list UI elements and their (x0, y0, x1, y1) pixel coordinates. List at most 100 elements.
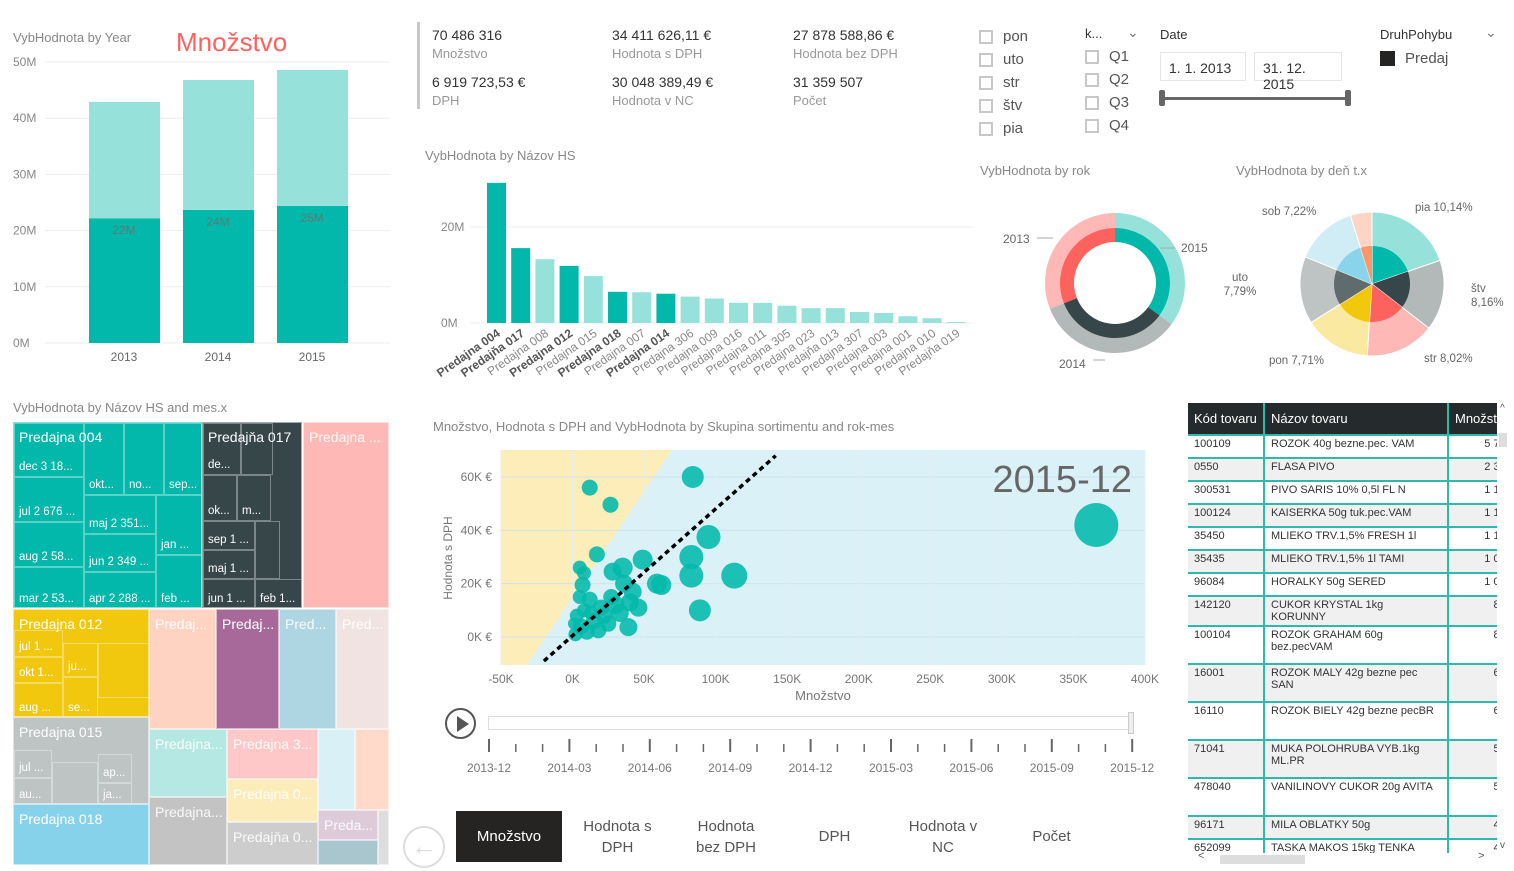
treemap-subtile[interactable] (255, 521, 280, 579)
timeline-label[interactable]: 2015-03 (869, 761, 913, 775)
treemap-tile[interactable]: Predajna... (149, 729, 227, 797)
donut-inner-slice[interactable] (1063, 298, 1160, 338)
pie-inner-slice[interactable] (1339, 284, 1372, 322)
treemap-tile[interactable]: Predajna 3... (227, 729, 318, 779)
treemap-subtile[interactable]: aug 2 58... (14, 522, 84, 567)
bar[interactable] (898, 316, 918, 323)
bar[interactable] (583, 275, 603, 323)
bubble[interactable] (567, 617, 580, 630)
checkbox[interactable] (1085, 96, 1099, 111)
checkbox[interactable] (979, 76, 993, 91)
day-slicer-item[interactable]: str (979, 74, 1020, 91)
treemap-subtile[interactable]: jul 2 676 ... (14, 477, 84, 522)
treemap-tile[interactable]: jul 1 ... ju... okt 1... aug ... se... Predaj… (13, 609, 149, 717)
bar[interactable] (608, 291, 627, 323)
bubble[interactable] (602, 496, 619, 513)
treemap-subtile[interactable]: aug ... (14, 683, 63, 716)
bar[interactable] (946, 322, 966, 323)
bubble[interactable] (696, 524, 721, 549)
treemap-subtile[interactable]: jul ... (14, 750, 52, 778)
bar[interactable] (511, 248, 531, 323)
timeline-label[interactable]: 2014-06 (628, 761, 672, 775)
treemap-subtile[interactable]: dec 3 18... (14, 423, 84, 477)
table-vertical-scrollbar[interactable]: ^ v (1497, 403, 1508, 853)
treemap-subtile[interactable]: ja... (98, 783, 132, 803)
treemap-tile[interactable]: Predajna ... (303, 422, 389, 608)
day-slicer-item[interactable]: uto (979, 51, 1024, 68)
pie-inner-slice[interactable] (1334, 269, 1372, 305)
treemap-subtile[interactable]: sep... (164, 423, 201, 495)
treemap-subtile[interactable]: okt 1... (14, 657, 63, 683)
play-axis-track[interactable] (488, 716, 1134, 730)
bar[interactable] (487, 182, 506, 323)
day-slicer-item[interactable]: štv (979, 97, 1022, 114)
checkbox[interactable] (979, 30, 993, 45)
treemap-subtile[interactable]: ap... (98, 754, 132, 783)
quarter-slicer-item[interactable]: Q4 (1085, 117, 1129, 134)
treemap-subtile[interactable]: de... (203, 423, 241, 475)
scroll-thumb[interactable] (1220, 855, 1305, 864)
timeline-label[interactable]: 2015-09 (1030, 761, 1074, 775)
treemap-subtile[interactable]: no... (124, 423, 164, 495)
treemap-subtile[interactable]: feb ... (156, 555, 201, 607)
treemap-tile[interactable] (318, 729, 355, 810)
measure-button[interactable]: Hodnota s DPH (565, 811, 671, 862)
bubble[interactable] (651, 574, 672, 595)
pie-inner-slice[interactable] (1360, 246, 1372, 284)
bubble[interactable] (1074, 502, 1119, 547)
treemap-subtile[interactable] (98, 643, 148, 698)
treemap-subtile[interactable]: ok... (203, 475, 237, 521)
donut-outer-slice[interactable] (1045, 213, 1115, 309)
treemap-tile[interactable]: Preda... (318, 810, 378, 840)
treemap-subtile[interactable]: jun 1 ... (203, 579, 255, 607)
treemap-subtile[interactable]: ju... (63, 643, 98, 677)
treemap-subtile[interactable]: maj 2 351... (84, 495, 156, 534)
checkbox[interactable] (1085, 73, 1099, 88)
treemap-subtile[interactable]: sep 1 ... (203, 521, 255, 550)
treemap-tile[interactable]: Predajna 018 (13, 804, 149, 865)
column-header[interactable]: Kód tovaru (1188, 403, 1265, 436)
bar[interactable] (850, 311, 869, 323)
bubble[interactable] (619, 618, 638, 637)
timeline-label[interactable]: 2014-09 (708, 761, 752, 775)
chevron-down-icon[interactable]: ⌄ (1127, 24, 1139, 40)
day-slicer-item[interactable]: pon (979, 28, 1028, 45)
scroll-thumb[interactable] (1499, 433, 1507, 447)
checkbox[interactable] (979, 122, 993, 137)
treemap-tile[interactable]: Predajňa 0... (227, 822, 318, 865)
checkbox[interactable] (979, 99, 993, 114)
bar[interactable] (704, 298, 724, 323)
treemap-subtile[interactable] (241, 423, 273, 475)
bar[interactable] (922, 318, 942, 323)
bar[interactable] (632, 292, 652, 323)
treemap-subtile[interactable]: maj 1 ... (203, 550, 255, 579)
bar[interactable] (656, 293, 676, 323)
bar-segment[interactable] (183, 79, 254, 210)
bubble[interactable] (688, 599, 711, 622)
pie-inner-slice[interactable] (1369, 284, 1403, 322)
predaj-checkbox-checked[interactable] (1380, 51, 1395, 66)
treemap-tile[interactable]: jul ... ap... au... ja... Predajna 015 (13, 717, 149, 804)
treemap-subtile[interactable]: apr 2 288 ... (84, 572, 156, 607)
treemap-tile[interactable] (378, 810, 389, 865)
bar[interactable] (777, 305, 797, 323)
treemap-tile[interactable]: Predajna 0... (227, 779, 318, 822)
bar-segment[interactable] (89, 101, 160, 219)
bubble[interactable] (588, 546, 605, 563)
treemap-subtile[interactable]: se... (63, 677, 98, 716)
bar[interactable] (729, 302, 748, 323)
bubble[interactable] (620, 593, 639, 612)
measure-button[interactable]: DPH (782, 811, 888, 862)
timeline-label[interactable]: 2015-12 (1110, 761, 1154, 775)
scroll-up-icon[interactable]: ^ (1500, 403, 1505, 414)
chevron-down-icon[interactable]: ⌄ (1485, 24, 1497, 40)
treemap-subtile[interactable]: jul 1 ... (14, 630, 63, 657)
checkbox[interactable] (979, 53, 993, 68)
measure-button[interactable]: Hodnota v NC (890, 811, 996, 862)
